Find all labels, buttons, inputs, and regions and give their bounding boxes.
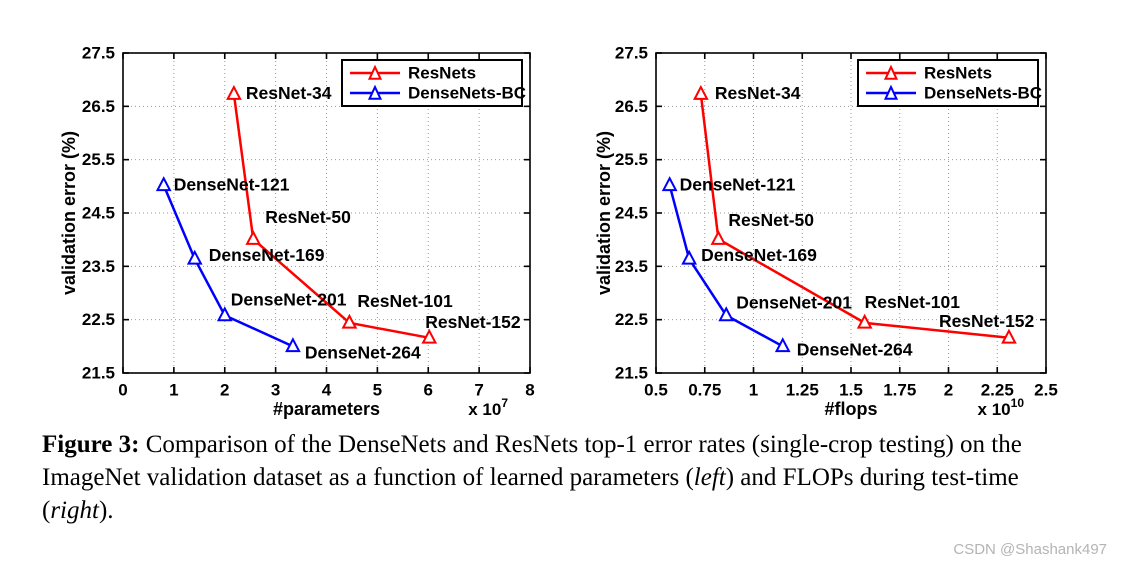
data-point-resnet-50 — [245, 229, 262, 245]
point-label-densenet-169: DenseNet-169 — [701, 245, 817, 265]
caption-figure-number: Figure 3: — [42, 431, 140, 458]
data-point-densenet-201 — [718, 306, 735, 322]
x-tick-label: 4 — [322, 381, 332, 400]
caption-right-word: right — [50, 497, 99, 524]
point-label-resnet-152: ResNet-152 — [939, 311, 1035, 331]
x-tick-label: 0 — [118, 381, 127, 400]
legend-entry-resnets: ResNets — [924, 64, 992, 83]
x-tick-label: 1.25 — [786, 381, 819, 400]
data-point-resnet-101 — [341, 313, 358, 329]
x-tick-label: 8 — [525, 381, 534, 400]
x-tick-label: 1.5 — [839, 381, 863, 400]
x-axis-exponent: x 1010 — [978, 396, 1025, 419]
y-tick-label: 24.5 — [615, 204, 648, 223]
point-label-densenet-264: DenseNet-264 — [305, 342, 421, 362]
legend-entry-resnets: ResNets — [408, 64, 476, 83]
data-point-densenet-201 — [216, 306, 233, 322]
legend-marker-densenets-bc — [883, 84, 899, 100]
x-tick-label: 2 — [944, 381, 953, 400]
data-point-densenet-264 — [774, 337, 791, 353]
legend-marker-densenets-bc — [367, 84, 383, 100]
data-point-densenet-121 — [661, 176, 678, 192]
x-tick-label: 2.5 — [1034, 381, 1058, 400]
data-point-densenet-169 — [186, 249, 203, 265]
point-label-resnet-50: ResNet-50 — [728, 210, 814, 230]
point-label-densenet-121: DenseNet-121 — [174, 174, 290, 194]
data-point-densenet-264 — [285, 337, 301, 353]
data-point-resnet-34 — [692, 84, 709, 100]
data-point-resnet-152 — [1001, 328, 1017, 344]
legend-marker-resnets — [367, 64, 383, 80]
x-tick-label: 5 — [373, 381, 382, 400]
flops-chart: 0.5 0.75 1 1.25 1.5 1.75 2 2.25 2.5 21.5 22.5 23.5 2… — [590, 35, 1110, 430]
point-label-resnet-50: ResNet-50 — [265, 207, 351, 227]
y-tick-label: 26.5 — [82, 97, 115, 116]
y-tick-label: 23.5 — [615, 257, 648, 276]
y-tick-label: 25.5 — [615, 150, 648, 169]
x-tick-label: 1.75 — [883, 381, 916, 400]
data-point-densenet-169 — [681, 249, 698, 265]
point-label-densenet-121: DenseNet-121 — [680, 174, 796, 194]
x-tick-label: 0.75 — [688, 381, 721, 400]
caption-text: ). — [98, 497, 114, 524]
flops-plot-svg: 0.5 0.75 1 1.25 1.5 1.75 2 2.25 2.5 21.5 22.5 23.5 2… — [594, 44, 1058, 420]
y-tick-label: 22.5 — [615, 310, 648, 329]
y-tick-label: 26.5 — [615, 97, 648, 116]
series-line-resnets — [699, 93, 1010, 340]
x-axis-exponent: x 107 — [468, 396, 508, 419]
x-axis-label: #flops — [824, 399, 877, 419]
y-tick-label: 22.5 — [82, 310, 115, 329]
point-label-resnet-34: ResNet-34 — [715, 83, 801, 103]
x-tick-label: 2 — [220, 381, 229, 400]
x-tick-label: 3 — [271, 381, 280, 400]
x-tick-label: 2.25 — [981, 381, 1014, 400]
data-point-resnet-101 — [856, 313, 873, 329]
data-point-resnet-50 — [710, 229, 727, 245]
y-tick-label: 21.5 — [615, 364, 648, 383]
series-line-densenets-bc — [162, 184, 294, 348]
y-tick-label: 21.5 — [82, 364, 115, 383]
y-axis-label: validation error (%) — [594, 131, 614, 295]
data-point-densenet-121 — [155, 176, 172, 192]
y-tick-label: 27.5 — [615, 44, 648, 63]
legend-entry-densenets-bc: DenseNets-BC — [408, 84, 526, 103]
data-point-resnet-152 — [421, 328, 438, 344]
legend-marker-resnets — [883, 64, 899, 80]
y-tick-label: 24.5 — [82, 204, 115, 223]
x-tick-label: 6 — [424, 381, 433, 400]
y-tick-label: 27.5 — [82, 44, 115, 63]
x-tick-label: 7 — [474, 381, 483, 400]
x-tick-label: 1 — [169, 381, 178, 400]
point-label-resnet-34: ResNet-34 — [246, 83, 332, 103]
caption-text: Comparison of the DenseNets and ResNets … — [42, 431, 1022, 491]
legend-entry-densenets-bc: DenseNets-BC — [924, 84, 1042, 103]
watermark: CSDN @Shashank497 — [953, 541, 1107, 558]
caption-left-word: left — [693, 464, 726, 491]
point-label-resnet-101: ResNet-101 — [865, 292, 961, 312]
y-axis-label: validation error (%) — [59, 131, 79, 295]
y-tick-label: 25.5 — [82, 150, 115, 169]
caption-text: ) and FLOPs during test-time ( — [42, 464, 1019, 524]
series-line-densenets-bc — [668, 184, 784, 348]
series-line-resnets — [232, 93, 430, 340]
point-label-resnet-152: ResNet-152 — [425, 312, 521, 332]
parameters-chart: 0 1 2 3 4 5 6 7 8 21.5 22.5 23.5 24.5 25.5 26.5 27.5 #pa… — [55, 35, 560, 430]
x-tick-label: 0.5 — [644, 381, 668, 400]
x-axis-label: #parameters — [273, 399, 380, 419]
x-tick-label: 1 — [749, 381, 758, 400]
parameters-plot-svg: 0 1 2 3 4 5 6 7 8 21.5 22.5 23.5 24.5 25.5 26.5 27.5 #pa… — [59, 44, 535, 420]
point-label-densenet-201: DenseNet-201 — [231, 289, 347, 309]
y-tick-label: 23.5 — [82, 257, 115, 276]
figure-caption: Figure 3: Comparison of the DenseNets an… — [42, 428, 1090, 527]
data-point-resnet-34 — [226, 84, 242, 100]
point-label-resnet-101: ResNet-101 — [357, 291, 453, 311]
point-label-densenet-169: DenseNet-169 — [209, 245, 325, 265]
point-label-densenet-264: DenseNet-264 — [797, 339, 913, 359]
point-label-densenet-201: DenseNet-201 — [736, 292, 852, 312]
